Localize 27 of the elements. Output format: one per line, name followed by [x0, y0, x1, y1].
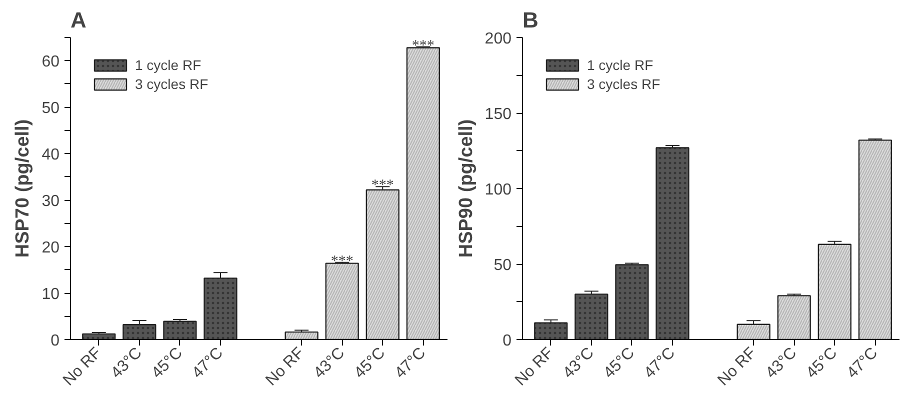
y-tick-label: 30: [42, 193, 60, 210]
legend-label: 3 cycles RF: [587, 76, 660, 92]
y-tick-label: 60: [42, 54, 60, 71]
y-tick-label: 50: [42, 100, 60, 118]
y-tick-label: 0: [502, 332, 512, 350]
chart-title: B: [522, 8, 538, 32]
legend-label: 3 cycles RF: [135, 76, 208, 92]
chart-title: A: [70, 8, 86, 32]
y-tick-label: 10: [42, 286, 60, 304]
y-tick-label: 150: [484, 106, 512, 123]
x-tick-label: No RF: [714, 344, 760, 390]
data-label: ***: [412, 38, 434, 54]
legend-label: 1 cycle RF: [587, 57, 654, 73]
y-tick-label: 40: [42, 146, 60, 164]
data-label: ***: [371, 178, 394, 194]
y-tick-label: 50: [494, 257, 512, 274]
y-tick-label: 100: [484, 182, 512, 198]
legend-label: 1 cycle RF: [135, 57, 202, 73]
x-tick-label: No RF: [60, 344, 106, 390]
y-axis-title: HSP70 (pg/cell): [12, 119, 34, 258]
y-tick-label: 20: [42, 240, 60, 257]
y-tick-label: 0: [50, 332, 60, 350]
x-tick-label: No RF: [262, 344, 308, 390]
y-axis-title: HSP90 (pg/cell): [456, 119, 477, 258]
x-tick-label: No RF: [512, 344, 558, 390]
y-tick-label: 200: [484, 30, 512, 48]
data-label: ***: [330, 253, 354, 270]
